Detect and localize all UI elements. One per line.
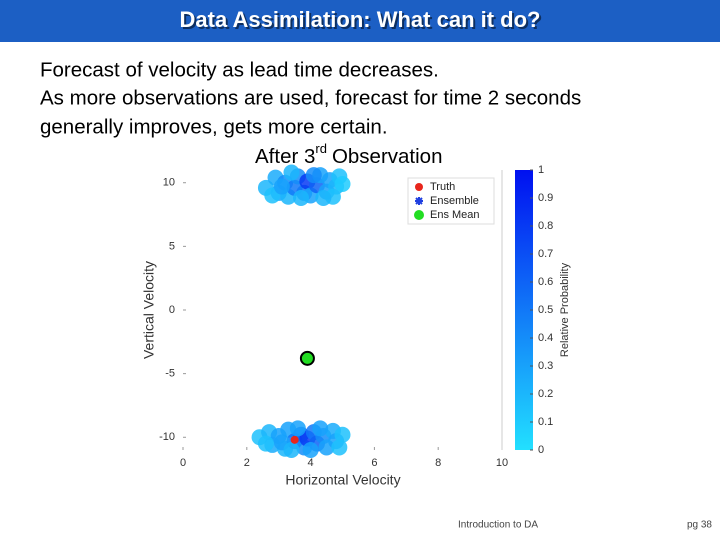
x-tick-label: 4 [308,457,314,469]
y-tick-label: -10 [159,431,175,443]
slide-title-shadow: Data Assimilation: What can it do? [182,9,543,34]
caption-sup: rd [315,141,327,156]
slide-title: Data Assimilation: What can it do? [180,7,541,32]
x-tick-label: 10 [496,457,508,469]
page-number: pg 38 [687,520,712,531]
legend-label: Ens Mean [430,209,480,221]
y-tick-label: 0 [169,304,175,316]
y-tick-label: -5 [165,368,175,380]
colorbar-tick-label: 0.7 [538,248,553,260]
colorbar-label: Relative Probability [559,262,571,357]
x-tick-label: 8 [435,457,441,469]
colorbar-tick-label: 0.6 [538,276,553,288]
colorbar-tick-label: 0.3 [538,360,553,372]
body-line: As more observations are used, forecast … [40,86,581,109]
legend-label: Truth [430,181,455,193]
y-axis-label: Vertical Velocity [141,261,157,359]
ensemble-point [283,164,300,181]
x-tick-label: 2 [244,457,250,469]
legend: Ensemble Truth Ens Mean [407,177,495,225]
ensemble-point [305,167,322,184]
y-tick-label: 10 [163,177,175,189]
caption-part: Observation [332,145,443,168]
colorbar-tick-label: 0.9 [538,192,553,204]
legend-marker-stroke [415,197,423,205]
body-line: generally improves, gets more certain. [40,115,388,138]
colorbar-tick-label: 0.8 [538,220,553,232]
legend-marker [415,183,423,191]
ensemble-point [315,190,332,206]
colorbar-tick-label: 0.1 [538,416,553,428]
legend-label: Ensemble [430,195,479,207]
colorbar-tick-label: 0.2 [538,388,553,400]
colorbar-tick-label: 0 [538,444,544,456]
x-tick-label: 6 [371,457,377,469]
truth-point [290,435,299,444]
colorbar-tick-label: 0.5 [538,304,553,316]
legend-marker [414,210,424,220]
ensemble-point [293,190,310,206]
colorbar-tick-label: 0.4 [538,332,553,344]
header-bar [0,0,720,42]
x-axis-label: Horizontal Velocity [285,472,400,488]
x-tick-label: 0 [180,457,186,469]
y-tick-label: 5 [169,240,175,252]
mean-point [299,350,315,366]
footer: Introduction to DA [458,520,538,531]
ensemble-point [312,420,329,437]
caption-part: After 3 [255,145,315,168]
ensemble-point [302,442,319,458]
caption: After 3rd Observation [255,141,442,168]
ensemble-point [289,420,306,437]
ensemble-point [283,442,300,458]
ensemble-point [334,426,351,443]
legend-marker [415,197,423,205]
ensemble-point [257,435,274,452]
colorbar [515,170,533,450]
ensemble-point [331,439,348,456]
body-line: Forecast of velocity as lead time decrea… [40,58,439,81]
ensemble-point [273,178,290,195]
colorbar-tick-label: 1 [538,164,544,176]
ensemble-point [334,176,351,192]
